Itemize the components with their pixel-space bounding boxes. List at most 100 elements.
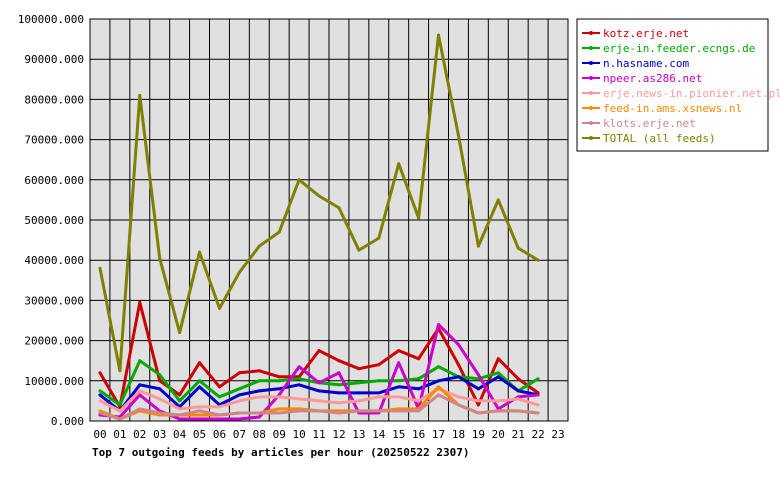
data-point [417, 216, 421, 220]
data-point [217, 413, 221, 417]
x-tick-label: 14 [372, 428, 386, 441]
data-point [98, 399, 102, 403]
x-tick-label: 21 [512, 428, 525, 441]
data-point [277, 395, 281, 399]
data-point [377, 236, 381, 240]
data-point [397, 361, 401, 365]
data-point [257, 369, 261, 373]
data-point [476, 399, 480, 403]
legend-marker [589, 106, 593, 110]
data-point [437, 323, 441, 327]
x-tick-label: 19 [472, 428, 485, 441]
x-tick-label: 01 [113, 428, 126, 441]
data-point [257, 415, 261, 419]
data-point [158, 397, 162, 401]
data-point [357, 381, 361, 385]
data-point [317, 349, 321, 353]
legend-label: erje.news-in.pionier.net.pl [603, 87, 780, 100]
data-point [397, 162, 401, 166]
data-point [158, 387, 162, 391]
data-point [297, 383, 301, 387]
y-tick-label: 50000.000 [24, 214, 84, 227]
data-point [377, 363, 381, 367]
data-point [437, 379, 441, 383]
legend-marker [589, 61, 593, 65]
data-point [217, 417, 221, 421]
data-point [536, 393, 540, 397]
data-point [257, 395, 261, 399]
data-point [217, 395, 221, 399]
data-point [476, 244, 480, 248]
legend-marker [589, 76, 593, 80]
y-tick-label: 20000.000 [24, 335, 84, 348]
data-point [397, 385, 401, 389]
data-point [138, 393, 142, 397]
legend-label: klots.erje.net [603, 117, 696, 130]
legend-item: erje-in.feeder.ecngs.de [582, 42, 755, 55]
x-tick-label: 06 [213, 428, 226, 441]
data-point [257, 379, 261, 383]
data-point [516, 409, 520, 413]
data-point [456, 403, 460, 407]
data-point [516, 246, 520, 250]
data-point [536, 258, 540, 262]
data-point [198, 417, 202, 421]
data-point [138, 407, 142, 411]
data-point [217, 306, 221, 310]
data-point [277, 407, 281, 411]
x-tick-label: 23 [551, 428, 564, 441]
legend-item: kotz.erje.net [582, 27, 689, 40]
data-point [456, 363, 460, 367]
data-point [317, 399, 321, 403]
legend-marker [589, 121, 593, 125]
y-tick-label: 60000.000 [24, 174, 84, 187]
legend-item: erje.news-in.pionier.net.pl [582, 87, 780, 100]
x-tick-label: 12 [332, 428, 345, 441]
data-point [118, 417, 122, 421]
chart-title: Top 7 outgoing feeds by articles per hou… [92, 446, 470, 459]
legend-item: feed-in.ams.xsnews.nl [582, 102, 742, 115]
data-point [456, 375, 460, 379]
data-point [357, 409, 361, 413]
data-point [277, 411, 281, 415]
data-point [496, 409, 500, 413]
data-point [397, 349, 401, 353]
data-point [297, 365, 301, 369]
y-tick-label: 80000.000 [24, 93, 84, 106]
data-point [198, 379, 202, 383]
data-point [277, 230, 281, 234]
data-point [516, 397, 520, 401]
data-point [437, 365, 441, 369]
x-tick-label: 03 [153, 428, 166, 441]
data-point [237, 417, 241, 421]
data-point [178, 331, 182, 335]
data-point [158, 411, 162, 415]
x-tick-label: 17 [432, 428, 445, 441]
series-lines [98, 33, 540, 421]
data-point [138, 300, 142, 304]
data-point [98, 389, 102, 393]
data-point [417, 357, 421, 361]
data-point [516, 389, 520, 393]
data-point [496, 198, 500, 202]
legend-item: klots.erje.net [582, 117, 696, 130]
data-point [476, 411, 480, 415]
data-point [496, 399, 500, 403]
legend-label: n.hasname.com [603, 57, 689, 70]
legend-box [576, 18, 769, 152]
data-point [337, 371, 341, 375]
data-point [456, 395, 460, 399]
data-point [277, 379, 281, 383]
data-point [277, 375, 281, 379]
data-point [377, 395, 381, 399]
data-point [317, 194, 321, 198]
data-point [237, 387, 241, 391]
legend-marker [589, 136, 593, 140]
data-point [237, 411, 241, 415]
data-point [317, 381, 321, 385]
data-point [456, 134, 460, 138]
legend-item: npeer.as286.net [582, 72, 702, 85]
data-point [98, 266, 102, 270]
data-point [198, 413, 202, 417]
